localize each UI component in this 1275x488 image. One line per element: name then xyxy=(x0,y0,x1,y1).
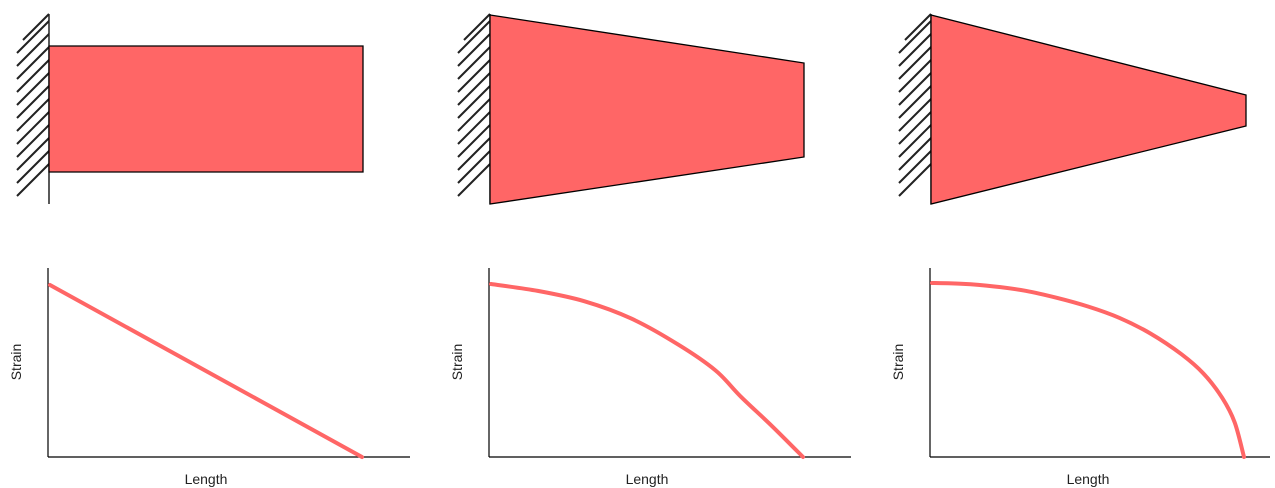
hatch-mark xyxy=(457,33,491,67)
hatch-mark xyxy=(898,72,932,106)
strain-chart-2: Strain Length xyxy=(449,268,851,487)
xlabel-1: Length xyxy=(185,471,228,487)
ylabel-3: Strain xyxy=(890,344,906,381)
hatch-mark xyxy=(16,72,50,106)
hatch-mark xyxy=(16,124,50,158)
hatch-mark xyxy=(457,59,491,93)
hatch-mark xyxy=(457,46,491,80)
hatch-mark xyxy=(898,124,932,158)
wall-hatch xyxy=(457,13,491,197)
hatch-mark xyxy=(898,111,932,145)
strain-chart-3: Strain Length xyxy=(890,268,1270,487)
hatch-mark xyxy=(16,46,50,80)
hatch-mark xyxy=(898,85,932,119)
hatch-mark xyxy=(457,20,491,54)
hatch-mark xyxy=(457,137,491,171)
hatch-mark xyxy=(898,163,932,197)
hatch-mark xyxy=(457,98,491,132)
hatch-mark xyxy=(898,33,932,67)
beam-1 xyxy=(48,45,364,173)
fixed-support-1 xyxy=(16,13,50,204)
hatch-mark xyxy=(16,137,50,171)
xlabel-3: Length xyxy=(1067,471,1110,487)
wall-hatch xyxy=(898,13,932,197)
fixed-support-3 xyxy=(898,13,932,204)
hatch-mark xyxy=(898,20,932,54)
hatch-mark xyxy=(16,20,50,54)
hatch-mark xyxy=(457,150,491,184)
ylabel-1: Strain xyxy=(8,344,24,381)
hatch-mark xyxy=(457,163,491,197)
strain-curve-3 xyxy=(930,281,1246,459)
hatch-mark xyxy=(22,13,50,41)
hatch-mark xyxy=(457,85,491,119)
hatch-mark xyxy=(898,59,932,93)
beam-3 xyxy=(930,14,1247,205)
xlabel-2: Length xyxy=(626,471,669,487)
hatch-mark xyxy=(898,98,932,132)
hatch-mark xyxy=(457,124,491,158)
hatch-mark xyxy=(898,137,932,171)
strain-curve-2 xyxy=(489,282,805,459)
hatch-mark xyxy=(457,111,491,145)
hatch-mark xyxy=(898,150,932,184)
strain-chart-1: Strain Length xyxy=(8,268,410,487)
hatch-mark xyxy=(16,163,50,197)
fixed-support-2 xyxy=(457,13,491,204)
ylabel-2: Strain xyxy=(449,344,465,381)
hatch-mark xyxy=(463,13,491,41)
hatch-mark xyxy=(16,33,50,67)
beam-2 xyxy=(489,14,805,205)
panel-1: Strain Length xyxy=(8,13,410,487)
hatch-mark xyxy=(16,111,50,145)
wall-hatch xyxy=(16,13,50,197)
hatch-mark xyxy=(16,59,50,93)
hatch-mark xyxy=(16,98,50,132)
hatch-mark xyxy=(16,85,50,119)
hatch-mark xyxy=(898,46,932,80)
panel-3: Strain Length xyxy=(890,13,1270,487)
hatch-mark xyxy=(16,150,50,184)
hatch-mark xyxy=(457,72,491,106)
hatch-mark xyxy=(904,13,932,41)
strain-curve-1 xyxy=(48,283,364,459)
panel-2: Strain Length xyxy=(449,13,851,487)
